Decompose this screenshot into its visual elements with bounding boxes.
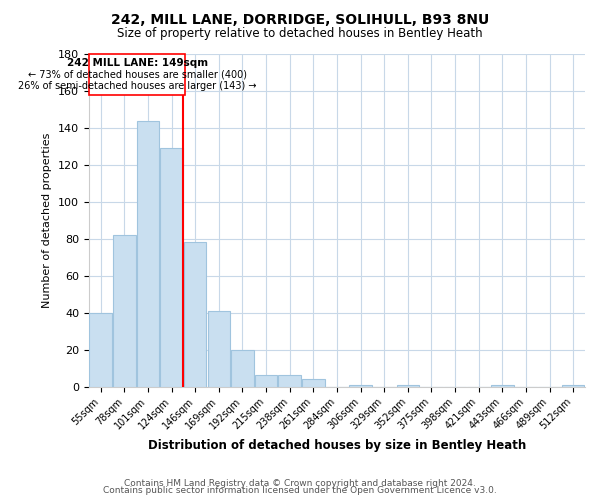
FancyBboxPatch shape: [89, 54, 185, 94]
Text: 26% of semi-detached houses are larger (143) →: 26% of semi-detached houses are larger (…: [18, 80, 257, 90]
Text: 242, MILL LANE, DORRIDGE, SOLIHULL, B93 8NU: 242, MILL LANE, DORRIDGE, SOLIHULL, B93 …: [111, 12, 489, 26]
Bar: [160, 148, 183, 386]
Text: Contains HM Land Registry data © Crown copyright and database right 2024.: Contains HM Land Registry data © Crown c…: [124, 478, 476, 488]
Text: 242 MILL LANE: 149sqm: 242 MILL LANE: 149sqm: [67, 58, 208, 68]
Bar: [89, 312, 112, 386]
Bar: [137, 120, 159, 386]
Bar: [255, 376, 277, 386]
Text: Contains public sector information licensed under the Open Government Licence v3: Contains public sector information licen…: [103, 486, 497, 495]
Bar: [349, 384, 372, 386]
Bar: [231, 350, 254, 387]
Bar: [208, 311, 230, 386]
X-axis label: Distribution of detached houses by size in Bentley Heath: Distribution of detached houses by size …: [148, 440, 526, 452]
Bar: [278, 376, 301, 386]
Bar: [397, 384, 419, 386]
Bar: [562, 384, 584, 386]
Y-axis label: Number of detached properties: Number of detached properties: [43, 132, 52, 308]
Bar: [113, 235, 136, 386]
Bar: [302, 379, 325, 386]
Text: ← 73% of detached houses are smaller (400): ← 73% of detached houses are smaller (40…: [28, 70, 247, 80]
Text: Size of property relative to detached houses in Bentley Heath: Size of property relative to detached ho…: [117, 28, 483, 40]
Bar: [491, 384, 514, 386]
Bar: [184, 242, 206, 386]
